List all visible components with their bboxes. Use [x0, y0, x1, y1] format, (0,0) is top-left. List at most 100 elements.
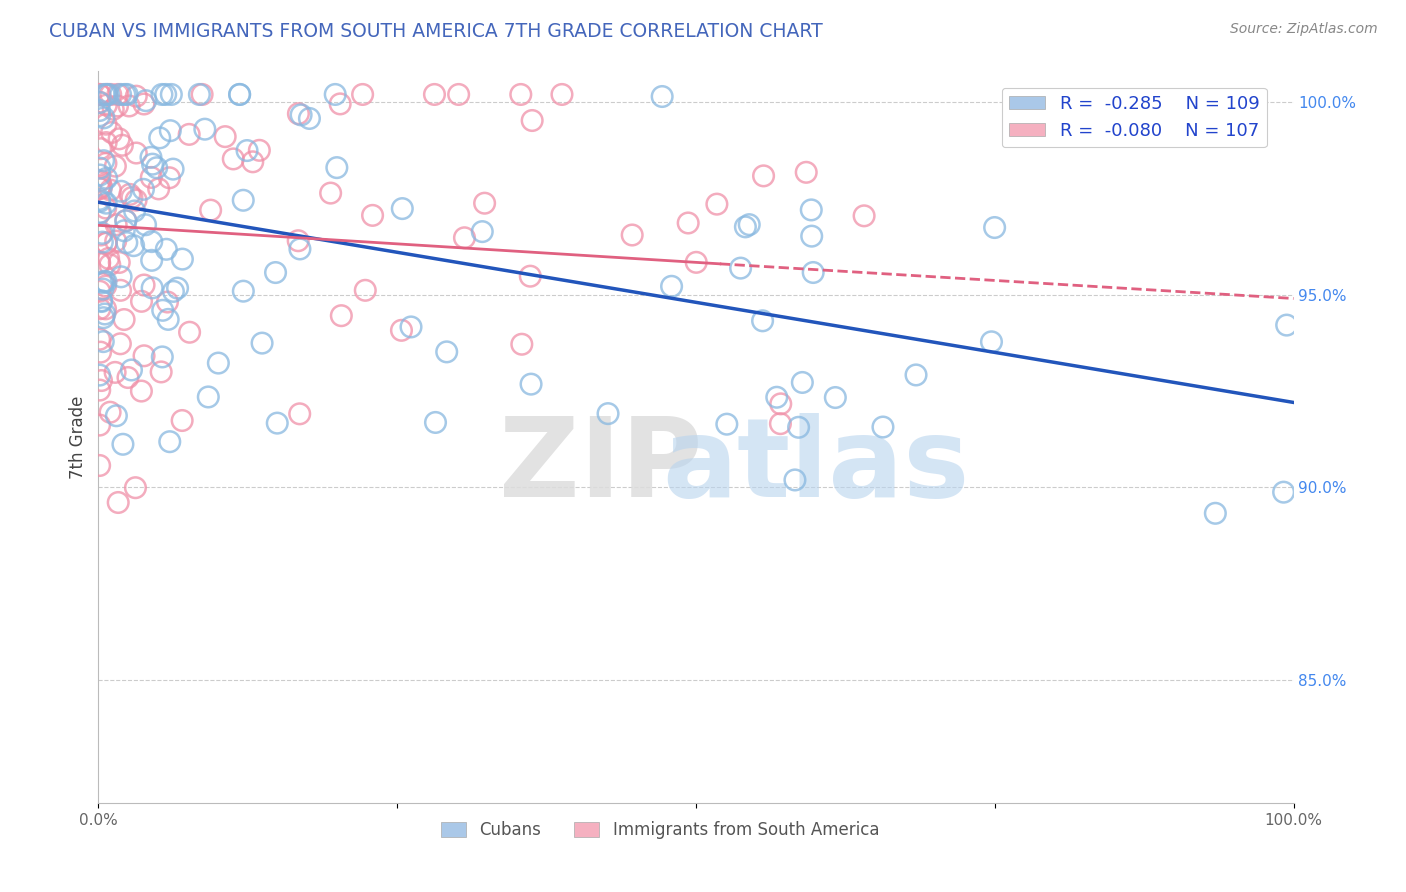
Point	[179, 128, 201, 142]
Point	[621, 227, 644, 242]
Point	[661, 279, 683, 293]
Point	[471, 225, 494, 239]
Text: ZIP: ZIP	[499, 413, 702, 520]
Point	[1272, 485, 1295, 500]
Point	[96, 196, 118, 211]
Point	[179, 325, 201, 339]
Point	[89, 383, 111, 397]
Point	[685, 255, 707, 269]
Point	[264, 266, 287, 280]
Point	[115, 235, 138, 250]
Point	[520, 113, 543, 128]
Point	[266, 416, 288, 430]
Point	[89, 87, 111, 102]
Text: CUBAN VS IMMIGRANTS FROM SOUTH AMERICA 7TH GRADE CORRELATION CHART: CUBAN VS IMMIGRANTS FROM SOUTH AMERICA 7…	[49, 22, 823, 41]
Point	[157, 312, 180, 326]
Point	[765, 390, 787, 404]
Point	[118, 187, 141, 202]
Point	[91, 227, 114, 241]
Point	[752, 169, 775, 183]
Point	[288, 242, 311, 256]
Point	[326, 161, 349, 175]
Point	[800, 229, 823, 244]
Point	[596, 407, 619, 421]
Point	[97, 252, 120, 266]
Point	[105, 218, 128, 232]
Point	[399, 320, 422, 334]
Point	[112, 312, 135, 326]
Point	[96, 98, 118, 112]
Point	[110, 269, 132, 284]
Point	[108, 132, 131, 146]
Point	[287, 106, 309, 120]
Point	[90, 227, 112, 242]
Point	[124, 481, 146, 495]
Point	[89, 95, 111, 110]
Point	[132, 97, 155, 112]
Point	[122, 238, 145, 252]
Point	[141, 281, 163, 295]
Point	[853, 209, 876, 223]
Point	[89, 255, 111, 269]
Y-axis label: 7th Grade: 7th Grade	[69, 395, 87, 479]
Point	[94, 156, 117, 170]
Point	[89, 109, 111, 123]
Point	[107, 99, 129, 113]
Point	[96, 235, 118, 250]
Point	[93, 111, 115, 125]
Point	[800, 202, 823, 217]
Point	[94, 117, 117, 131]
Point	[89, 256, 111, 270]
Point	[676, 216, 699, 230]
Point	[94, 307, 117, 321]
Point	[228, 87, 250, 102]
Point	[94, 236, 117, 251]
Point	[125, 193, 148, 207]
Point	[250, 336, 273, 351]
Point	[91, 276, 114, 290]
Point	[474, 196, 496, 211]
Point	[150, 87, 173, 102]
Point	[207, 356, 229, 370]
Point	[197, 390, 219, 404]
Point	[94, 136, 117, 150]
Point	[93, 87, 115, 102]
Point	[794, 165, 817, 179]
Point	[111, 138, 134, 153]
Point	[298, 112, 321, 126]
Point	[734, 219, 756, 234]
Point	[172, 413, 194, 427]
Point	[141, 253, 163, 268]
Point	[787, 420, 810, 434]
Point	[125, 146, 148, 161]
Point	[110, 184, 132, 198]
Point	[232, 284, 254, 298]
Point	[425, 416, 447, 430]
Point	[132, 349, 155, 363]
Point	[110, 336, 132, 351]
Point	[188, 87, 211, 102]
Point	[89, 181, 111, 195]
Point	[139, 150, 162, 164]
Point	[423, 87, 446, 102]
Point	[980, 334, 1002, 349]
Point	[117, 370, 139, 384]
Point	[354, 283, 377, 297]
Point	[98, 405, 121, 419]
Point	[159, 123, 181, 137]
Point	[716, 417, 738, 432]
Point	[131, 294, 153, 309]
Point	[159, 434, 181, 449]
Point	[89, 368, 111, 383]
Point	[121, 190, 143, 204]
Point	[135, 94, 157, 108]
Point	[90, 178, 112, 192]
Point	[125, 89, 148, 103]
Point	[783, 473, 806, 487]
Point	[132, 278, 155, 293]
Point	[288, 407, 311, 421]
Point	[91, 282, 114, 296]
Point	[89, 95, 111, 110]
Point	[157, 170, 180, 185]
Point	[160, 87, 183, 102]
